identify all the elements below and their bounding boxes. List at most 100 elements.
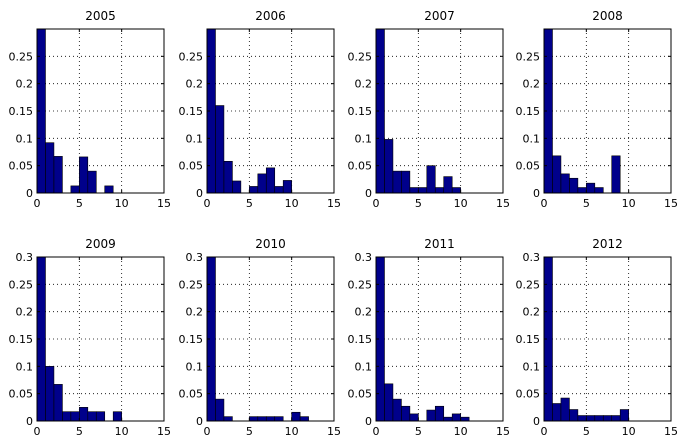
histogram-bar [392,398,402,422]
y-tick-label: 0.15 [348,105,373,118]
y-tick-label: 0.25 [348,278,373,291]
histogram-bar [104,185,114,194]
x-tick-label: 10 [622,197,636,210]
y-tick-label: 0.05 [348,388,373,401]
panel-title: 2006 [255,9,286,23]
histogram-bar [409,187,419,194]
panel-title: 2009 [85,237,116,251]
histogram-bar [586,182,596,194]
histogram-bar [249,416,259,422]
y-tick-label: 0.2 [16,306,34,319]
histogram-bar [282,180,292,194]
panel-title: 2007 [424,9,455,23]
histogram-bar [70,185,80,194]
x-tick-label: 5 [76,197,83,210]
x-tick-label: 15 [157,425,171,438]
histogram-bar [45,366,55,422]
x-tick-label: 5 [415,197,422,210]
y-tick-label: 0.2 [186,306,204,319]
panel-title: 2012 [592,237,623,251]
histogram-bar [274,416,284,422]
histogram-bar [577,415,587,422]
y-tick-label: 0.2 [16,78,34,91]
y-tick-label: 0.15 [516,105,541,118]
x-tick-label: 10 [454,197,468,210]
y-tick-label: 0.15 [9,333,34,346]
histogram-bar [577,187,587,194]
histogram-bar [560,173,570,194]
axes-box [375,28,504,194]
x-tick-label: 15 [664,197,678,210]
histogram-bar [62,411,72,422]
histogram-panel-2008: 0 5 10 15 0 0.05 0.1 0.15 0.2 0.25 2008 [516,9,679,210]
histogram-panel-2012: 0 5 10 15 0 0.05 0.1 0.15 0.2 0.25 0.3 2012 [516,237,679,438]
histogram-bar [426,165,436,194]
y-tick-label: 0.25 [348,50,373,63]
y-tick-label: 0.05 [179,388,204,401]
histogram-bar [223,416,233,422]
histogram-bar [619,409,629,422]
y-tick-label: 0.15 [348,333,373,346]
y-tick-label: 0.1 [186,360,204,373]
y-tick-label: 0 [26,415,33,428]
x-tick-label: 0 [34,425,41,438]
histogram-bar [434,405,445,422]
y-tick-label: 0.05 [348,160,373,173]
y-tick-label: 0 [196,187,203,200]
axes-box [375,256,504,422]
histogram-bar [552,155,562,194]
histogram-bar [95,411,106,422]
histogram-bar [299,416,309,422]
y-tick-label: 0 [365,415,372,428]
histogram-panel-2006: 0 5 10 15 0 0.05 0.1 0.15 0.2 0.25 2006 [179,9,342,210]
x-tick-label: 5 [583,425,590,438]
x-tick-label: 0 [373,197,380,210]
y-tick-label: 0.25 [179,50,204,63]
y-tick-label: 0.05 [9,388,34,401]
x-tick-label: 15 [664,425,678,438]
histogram-bar [232,180,242,194]
y-tick-label: 0.1 [355,360,373,373]
x-tick-label: 15 [327,197,341,210]
axes-box [206,256,335,422]
histogram-bar [434,187,445,194]
histogram-bar [265,416,276,422]
x-tick-label: 5 [76,425,83,438]
histogram-bar [112,411,122,422]
histogram-panel-2007: 0 5 10 15 0 0.05 0.1 0.15 0.2 0.25 2007 [348,9,511,210]
y-tick-label: 0.1 [16,132,34,145]
histogram-bar [552,403,562,422]
y-tick-label: 0.3 [186,251,204,264]
x-tick-label: 10 [285,425,299,438]
y-tick-label: 0.1 [355,132,373,145]
y-tick-label: 0.2 [355,306,373,319]
y-tick-label: 0.1 [16,360,34,373]
y-tick-label: 0.2 [523,78,541,91]
y-tick-label: 0.15 [179,333,204,346]
x-tick-label: 10 [454,425,468,438]
y-tick-label: 0.15 [516,333,541,346]
histogram-bar [53,384,63,422]
histogram-bar [87,170,97,194]
histogram-bar [384,139,394,194]
histogram-bar [215,398,225,422]
panel-title: 2010 [255,237,286,251]
y-tick-label: 0.2 [186,78,204,91]
y-tick-label: 0 [533,415,540,428]
histogram-bar [409,413,419,422]
panel-title: 2011 [424,237,455,251]
histogram-bar [401,170,411,194]
histogram-bar [384,383,394,422]
y-tick-label: 0 [26,187,33,200]
histogram-bar [569,177,579,194]
histogram-bar [586,415,596,422]
histogram-bar [451,413,461,422]
x-tick-label: 15 [327,425,341,438]
y-tick-label: 0.05 [9,160,34,173]
histogram-panel-2011: 0 5 10 15 0 0.05 0.1 0.15 0.2 0.25 0.3 2011 [348,237,511,438]
y-tick-label: 0.05 [516,388,541,401]
histogram-bar [249,186,259,194]
histogram-bar [594,187,604,194]
histogram-bar [401,405,411,422]
